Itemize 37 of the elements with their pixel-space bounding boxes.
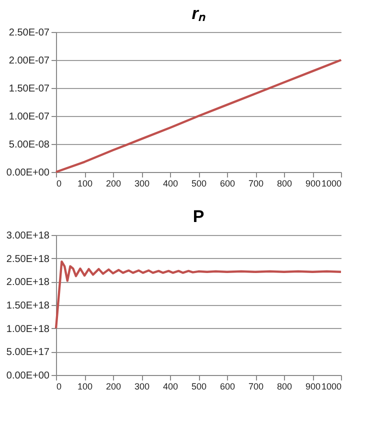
- x-tick-label: 300: [134, 178, 150, 188]
- x-tick-label: 900: [305, 178, 321, 188]
- y-tick-label: 5.00E+17: [6, 347, 50, 358]
- x-tick-label: 500: [191, 178, 207, 188]
- y-tick-label: 2.00E-07: [8, 56, 50, 66]
- x-tick-label: 400: [162, 382, 178, 392]
- y-tick-label: 3.00E+18: [6, 230, 50, 242]
- y-tick-label: 1.00E-07: [8, 112, 50, 122]
- x-tick-label: 200: [106, 382, 122, 392]
- x-tick-label: 1000: [321, 382, 342, 392]
- x-tick-label: 800: [276, 178, 292, 188]
- y-tick-label: 0.00E+00: [6, 168, 50, 178]
- x-tick-label: 1000: [321, 178, 342, 188]
- y-tick-label: 0.00E+00: [6, 370, 50, 382]
- x-tick-label: 700: [248, 178, 264, 188]
- y-tick-label: 2.00E+18: [6, 277, 50, 288]
- x-tick-label: 600: [220, 382, 236, 392]
- x-tick-label: 600: [220, 178, 236, 188]
- chart-title: P: [192, 207, 204, 226]
- x-tick-label: 200: [106, 178, 122, 188]
- x-tick-label: 900: [305, 382, 321, 392]
- y-tick-label: 1.50E+18: [6, 300, 50, 312]
- x-tick-label: 300: [134, 382, 150, 392]
- x-tick-label: 700: [248, 382, 264, 392]
- x-tick-label: 800: [276, 382, 292, 392]
- y-tick-label: 1.00E+18: [6, 324, 50, 335]
- y-tick-label: 2.50E+18: [6, 254, 50, 265]
- x-tick-label: 0: [56, 178, 62, 188]
- x-tick-label: 0: [56, 382, 62, 392]
- chart-title: rₙ: [192, 4, 206, 23]
- y-tick-label: 2.50E-07: [8, 28, 50, 38]
- y-tick-label: 1.50E-07: [8, 84, 50, 94]
- y-tick-label: 5.00E-08: [8, 140, 50, 150]
- x-tick-label: 100: [77, 178, 93, 188]
- x-tick-label: 500: [191, 382, 207, 392]
- x-tick-label: 400: [162, 178, 178, 188]
- x-tick-label: 100: [77, 382, 93, 392]
